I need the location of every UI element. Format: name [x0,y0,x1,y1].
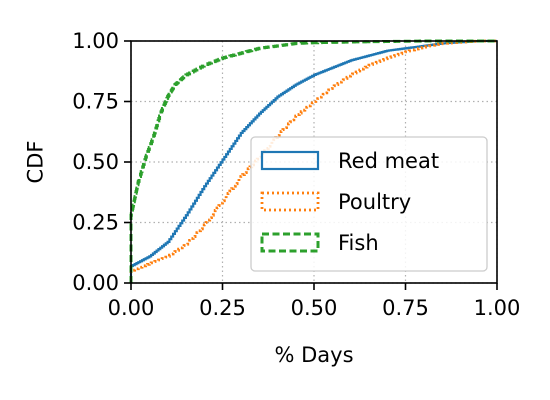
series-line-poultry [129,39,497,283]
legend-box [250,136,488,272]
axis-ticks: 0.00 0.25 0.50 0.75 1.00 0.00 0.25 0.50 0.75 1.00 [72,29,520,320]
x-axis-title: % Days [274,343,353,367]
y-tick-label: 0.75 [72,90,119,114]
x-tick-label: 0.25 [199,296,246,320]
x-tick-label: 1.00 [474,296,521,320]
legend-handle [260,232,320,253]
legend-label: Red meat [338,149,439,173]
legend: Red meat Poultry Fish [250,136,488,272]
legend-handle [260,191,320,212]
y-tick-label: 0.25 [72,211,119,235]
y-tick-label: 1.00 [72,29,119,53]
y-tick-label: 0.00 [72,271,119,295]
x-tick-label: 0.00 [108,296,155,320]
legend-label: Poultry [338,190,411,214]
legend-label: Fish [338,231,379,255]
series-lines [129,39,497,283]
y-tick-label: 0.50 [72,150,119,174]
series-line-fish [129,39,497,283]
x-tick-label: 0.75 [382,296,429,320]
y-axis-title: CDF [23,141,47,184]
legend-handle [260,150,320,171]
x-tick-label: 0.50 [291,296,338,320]
